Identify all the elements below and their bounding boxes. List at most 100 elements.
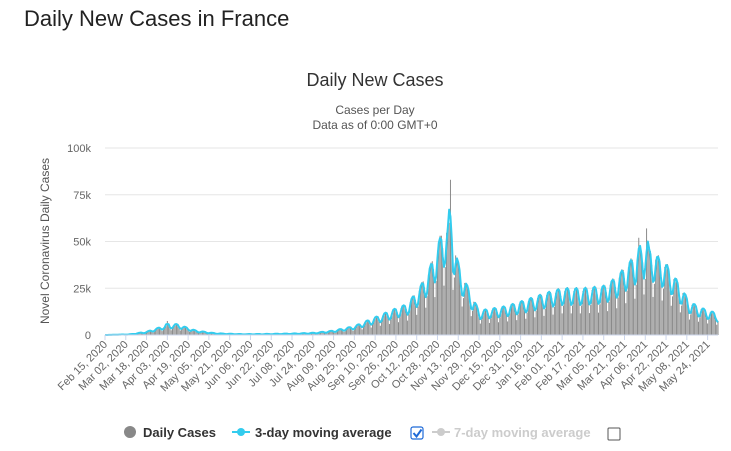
daily-cases-bar xyxy=(473,301,475,335)
daily-cases-bar xyxy=(692,303,694,335)
checkmark-icon xyxy=(412,428,423,439)
daily-cases-bar xyxy=(461,306,463,335)
daily-cases-bar xyxy=(598,312,600,335)
daily-cases-bar xyxy=(640,250,642,335)
daily-cases-bar xyxy=(662,288,664,335)
daily-cases-bar xyxy=(172,328,174,335)
daily-cases-bar xyxy=(557,288,559,335)
daily-cases-bar xyxy=(452,289,454,335)
legend-checkbox-3-day[interactable] xyxy=(410,426,424,440)
daily-cases-bar xyxy=(577,288,579,335)
daily-cases-bar xyxy=(494,307,496,335)
daily-cases-bar xyxy=(377,316,379,335)
daily-cases-bar xyxy=(604,285,606,335)
y-tick-label: 25k xyxy=(73,283,91,295)
daily-cases-bar xyxy=(579,313,581,335)
legend-marker-3-day xyxy=(237,428,245,436)
daily-cases-bar xyxy=(161,331,163,335)
daily-cases-bar xyxy=(424,287,425,335)
daily-cases-bar xyxy=(446,232,448,335)
daily-cases-bar xyxy=(352,331,354,335)
daily-cases-bar xyxy=(617,297,619,335)
daily-cases-bar xyxy=(469,298,471,335)
daily-cases-bar xyxy=(517,314,519,335)
daily-cases-bar xyxy=(679,312,681,335)
daily-cases-bar xyxy=(599,304,601,335)
daily-cases-bar xyxy=(695,305,697,335)
daily-cases-bar xyxy=(420,286,422,335)
daily-cases-bar xyxy=(588,313,590,335)
daily-cases-bar xyxy=(168,325,170,335)
daily-cases-bar xyxy=(556,290,558,335)
daily-cases-bar xyxy=(620,272,622,335)
daily-cases-bar xyxy=(459,267,461,335)
daily-cases-bar xyxy=(381,322,383,335)
daily-cases-bar xyxy=(366,320,368,335)
daily-cases-bar xyxy=(475,304,477,335)
daily-cases-bar xyxy=(195,330,197,335)
daily-cases-bar xyxy=(431,261,433,335)
daily-cases-bar xyxy=(477,308,479,335)
daily-cases-bar xyxy=(648,247,650,335)
legend-item-7-day-moving-average[interactable]: 7-day moving average xyxy=(432,425,591,440)
daily-cases-bar xyxy=(313,332,315,335)
daily-cases-bar xyxy=(399,317,401,335)
daily-cases-bars xyxy=(105,179,719,335)
daily-cases-bar xyxy=(348,327,350,335)
daily-cases-bar xyxy=(386,312,388,335)
daily-cases-bar xyxy=(611,281,612,335)
daily-cases-bar xyxy=(442,248,444,335)
page-title: Daily New Cases in France xyxy=(24,6,290,31)
daily-cases-bar xyxy=(698,321,700,335)
daily-cases-bar xyxy=(529,298,531,335)
daily-cases-bar xyxy=(568,288,570,335)
daily-cases-bar xyxy=(316,333,318,335)
daily-cases-bar xyxy=(182,326,184,335)
daily-cases-bar xyxy=(198,333,199,335)
daily-cases-bar xyxy=(187,329,189,335)
daily-cases-bar xyxy=(361,329,363,335)
daily-cases-bar xyxy=(338,329,340,335)
daily-cases-bar xyxy=(668,268,670,335)
daily-cases-bar xyxy=(383,313,385,335)
daily-cases-bar xyxy=(538,295,540,335)
daily-cases-bar xyxy=(434,297,436,335)
daily-cases-bar xyxy=(152,332,154,335)
daily-cases-bar xyxy=(407,320,409,335)
daily-cases-bar xyxy=(526,312,528,335)
daily-cases-bar xyxy=(608,301,610,335)
daily-cases-bar xyxy=(425,307,427,335)
daily-cases-bar xyxy=(575,287,577,335)
daily-cases-bar xyxy=(183,326,185,335)
legend-marker-daily-cases xyxy=(124,426,136,438)
daily-cases-bar xyxy=(333,331,335,335)
daily-cases-bar xyxy=(572,305,574,335)
daily-cases-bar xyxy=(491,310,493,335)
daily-cases-bar xyxy=(188,331,190,335)
daily-cases-bar xyxy=(156,328,158,335)
daily-cases-bar xyxy=(414,299,416,335)
daily-cases-bar xyxy=(585,286,587,335)
daily-cases-bar xyxy=(444,267,446,335)
daily-cases-bar xyxy=(418,290,420,335)
daily-cases-bar xyxy=(149,330,151,335)
daily-cases-bar xyxy=(561,313,563,335)
daily-cases-bar xyxy=(511,304,512,335)
legend-item-daily-cases[interactable]: Daily Cases xyxy=(124,425,216,440)
daily-cases-bar xyxy=(465,283,467,335)
daily-cases-bar xyxy=(387,315,389,335)
daily-cases-bar xyxy=(392,309,394,335)
daily-cases-bar xyxy=(595,287,597,335)
daily-cases-bar xyxy=(340,328,342,335)
legend-item-3-day-moving-average[interactable]: 3-day moving average xyxy=(232,425,392,440)
daily-cases-bar xyxy=(613,279,615,335)
legend: Daily Cases 3-day moving average 7-day m… xyxy=(124,425,621,441)
daily-cases-bar xyxy=(638,237,640,335)
daily-cases-bar xyxy=(707,323,709,335)
daily-cases-bar xyxy=(382,315,384,335)
daily-cases-bar xyxy=(162,329,164,335)
daily-cases-bar xyxy=(369,321,371,335)
daily-cases-bar xyxy=(178,326,180,335)
daily-cases-bar xyxy=(173,324,175,335)
legend-checkbox-7-day[interactable] xyxy=(607,427,621,441)
